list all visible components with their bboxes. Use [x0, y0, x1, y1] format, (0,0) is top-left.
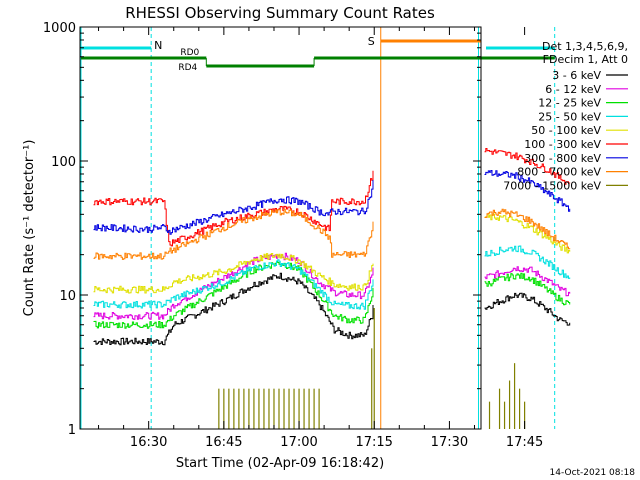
legend-entry-label: 3 - 6 keV — [552, 69, 601, 82]
legend-entry-label: 50 - 100 keV — [531, 124, 601, 137]
x-tick-label: 17:45 — [506, 435, 543, 450]
decimation-bar-label: RD4 — [178, 63, 197, 73]
y-tick-label: 100 — [51, 155, 76, 170]
night-bar-label: N — [154, 39, 162, 52]
series-layer — [93, 148, 571, 429]
series-6-12keV-line — [93, 252, 571, 320]
legend-entry-label: 100 - 300 keV — [524, 138, 601, 151]
y-tick-label: 1 — [68, 423, 76, 438]
x-tick-label: 16:30 — [130, 435, 167, 450]
series-100-300keV-line — [93, 148, 571, 247]
series-300-800keV-line — [93, 170, 571, 235]
series-12-25keV-line — [93, 261, 571, 329]
legend-entry-label: 800 - 7000 keV — [517, 166, 601, 179]
annotation-layer: N S RD0 RD4 — [80, 27, 556, 429]
legend: Det 1,3,4,5,6,9,FDecim 1, Att 0 3 - 6 keV… — [503, 40, 628, 192]
series-25-50keV-line — [93, 245, 571, 310]
chart-title: RHESSI Observing Summary Count Rates — [125, 4, 435, 22]
y-axis-label: Count Rate (s⁻¹ detector⁻¹) — [22, 140, 37, 317]
x-tick-label: 17:30 — [431, 435, 468, 450]
legend-header-line: Det 1,3,4,5,6,9, — [542, 40, 628, 53]
decimation-bar-label: RD0 — [180, 48, 199, 58]
legend-entry-label: 12 - 25 keV — [538, 97, 601, 110]
x-axis-label: Start Time (02-Apr-09 16:18:42) — [176, 456, 384, 471]
axis-ticks: 16:30 16:45 17:00 17:15 17:30 17:45 1 10 100 1000 — [43, 21, 543, 450]
x-tick-label: 16:45 — [205, 435, 242, 450]
series-3-6keV-line — [93, 272, 571, 346]
y-tick-label: 10 — [59, 289, 76, 304]
plot-frame — [79, 26, 482, 430]
legend-entry-label: 300 - 800 keV — [524, 152, 601, 165]
y-tick-label: 1000 — [43, 21, 76, 36]
x-tick-label: 17:15 — [355, 435, 392, 450]
flare-bar-label: S — [368, 35, 375, 48]
series-800-7000keV-line — [93, 208, 571, 260]
x-tick-label: 17:00 — [280, 435, 317, 450]
legend-entry-label: 7000 - 15000 keV — [503, 179, 601, 192]
date-stamp: 14-Oct-2021 08:18 — [550, 468, 636, 478]
legend-entry-label: 25 - 50 keV — [538, 110, 601, 123]
legend-header-line: FDecim 1, Att 0 — [543, 53, 628, 66]
legend-entry-label: 6 - 12 keV — [545, 83, 601, 96]
series-50-100keV-line — [93, 213, 571, 294]
